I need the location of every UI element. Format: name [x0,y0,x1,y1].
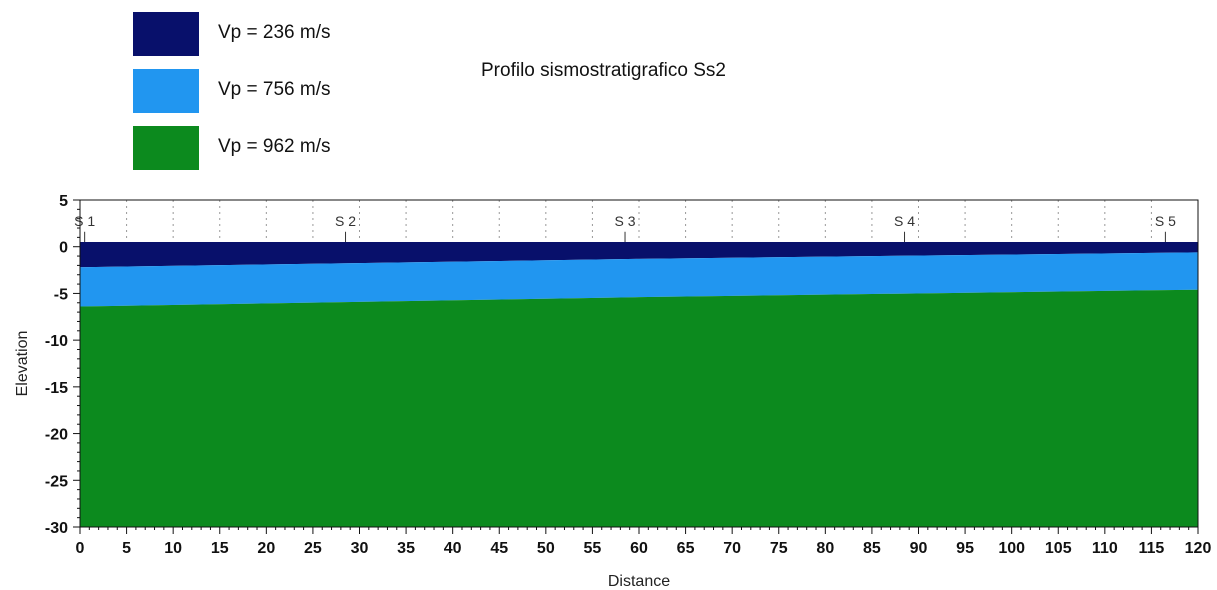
x-tick-label-75: 75 [770,540,788,557]
x-tick-label-30: 30 [351,540,369,557]
legend-item-layer-1: Vp = 236 m/s [133,12,533,58]
layer-2-area [80,252,1198,307]
x-tick-label-90: 90 [910,540,928,557]
x-tick-label-85: 85 [863,540,881,557]
y-tick-label--10: -10 [45,333,68,350]
station-label-2: S 2 [335,213,356,229]
station-label-1: S 1 [74,213,95,229]
x-tick-label-80: 80 [816,540,834,557]
y-tick-label--20: -20 [45,427,68,444]
x-tick-label-35: 35 [397,540,415,557]
y-tick-label-0: 0 [59,240,68,257]
x-tick-label-0: 0 [76,540,85,557]
y-tick-label--15: -15 [45,380,68,397]
x-tick-label-25: 25 [304,540,322,557]
legend-item-layer-2: Vp = 756 m/s [133,69,533,115]
station-label-5: S 5 [1155,213,1176,229]
legend-swatch-layer-2 [133,69,199,113]
station-label-4: S 4 [894,213,915,229]
x-tick-label-95: 95 [956,540,974,557]
y-axis-title: Elevation [14,331,31,397]
y-tick-label--25: -25 [45,473,68,490]
legend-label-layer-3: Vp = 962 m/s [218,136,331,157]
x-tick-label-110: 110 [1092,540,1118,557]
x-tick-label-5: 5 [122,540,131,557]
x-tick-label-45: 45 [490,540,508,557]
x-tick-label-40: 40 [444,540,462,557]
x-tick-label-65: 65 [677,540,695,557]
x-axis-title: Distance [608,573,670,590]
y-tick-label--5: -5 [54,286,68,303]
legend-label-layer-1: Vp = 236 m/s [218,22,331,43]
x-tick-label-115: 115 [1139,540,1165,557]
x-tick-label-100: 100 [998,540,1025,557]
y-tick-label-5: 5 [59,193,68,210]
x-tick-label-120: 120 [1185,540,1212,557]
x-tick-label-20: 20 [257,540,275,557]
x-tick-label-10: 10 [164,540,182,557]
x-tick-label-60: 60 [630,540,648,557]
x-tick-label-50: 50 [537,540,555,557]
x-tick-label-15: 15 [211,540,229,557]
legend-label-layer-2: Vp = 756 m/s [218,79,331,100]
chart-title: Profilo sismostratigrafico Ss2 [481,60,726,81]
layer-3-area [80,289,1198,527]
x-tick-label-105: 105 [1045,540,1072,557]
x-tick-label-55: 55 [584,540,602,557]
layer-1-area [80,242,1198,268]
station-label-3: S 3 [615,213,636,229]
y-tick-label--30: -30 [45,520,68,537]
legend-item-layer-3: Vp = 962 m/s [133,126,533,172]
legend-swatch-layer-3 [133,126,199,170]
x-tick-label-70: 70 [723,540,741,557]
legend-swatch-layer-1 [133,12,199,56]
